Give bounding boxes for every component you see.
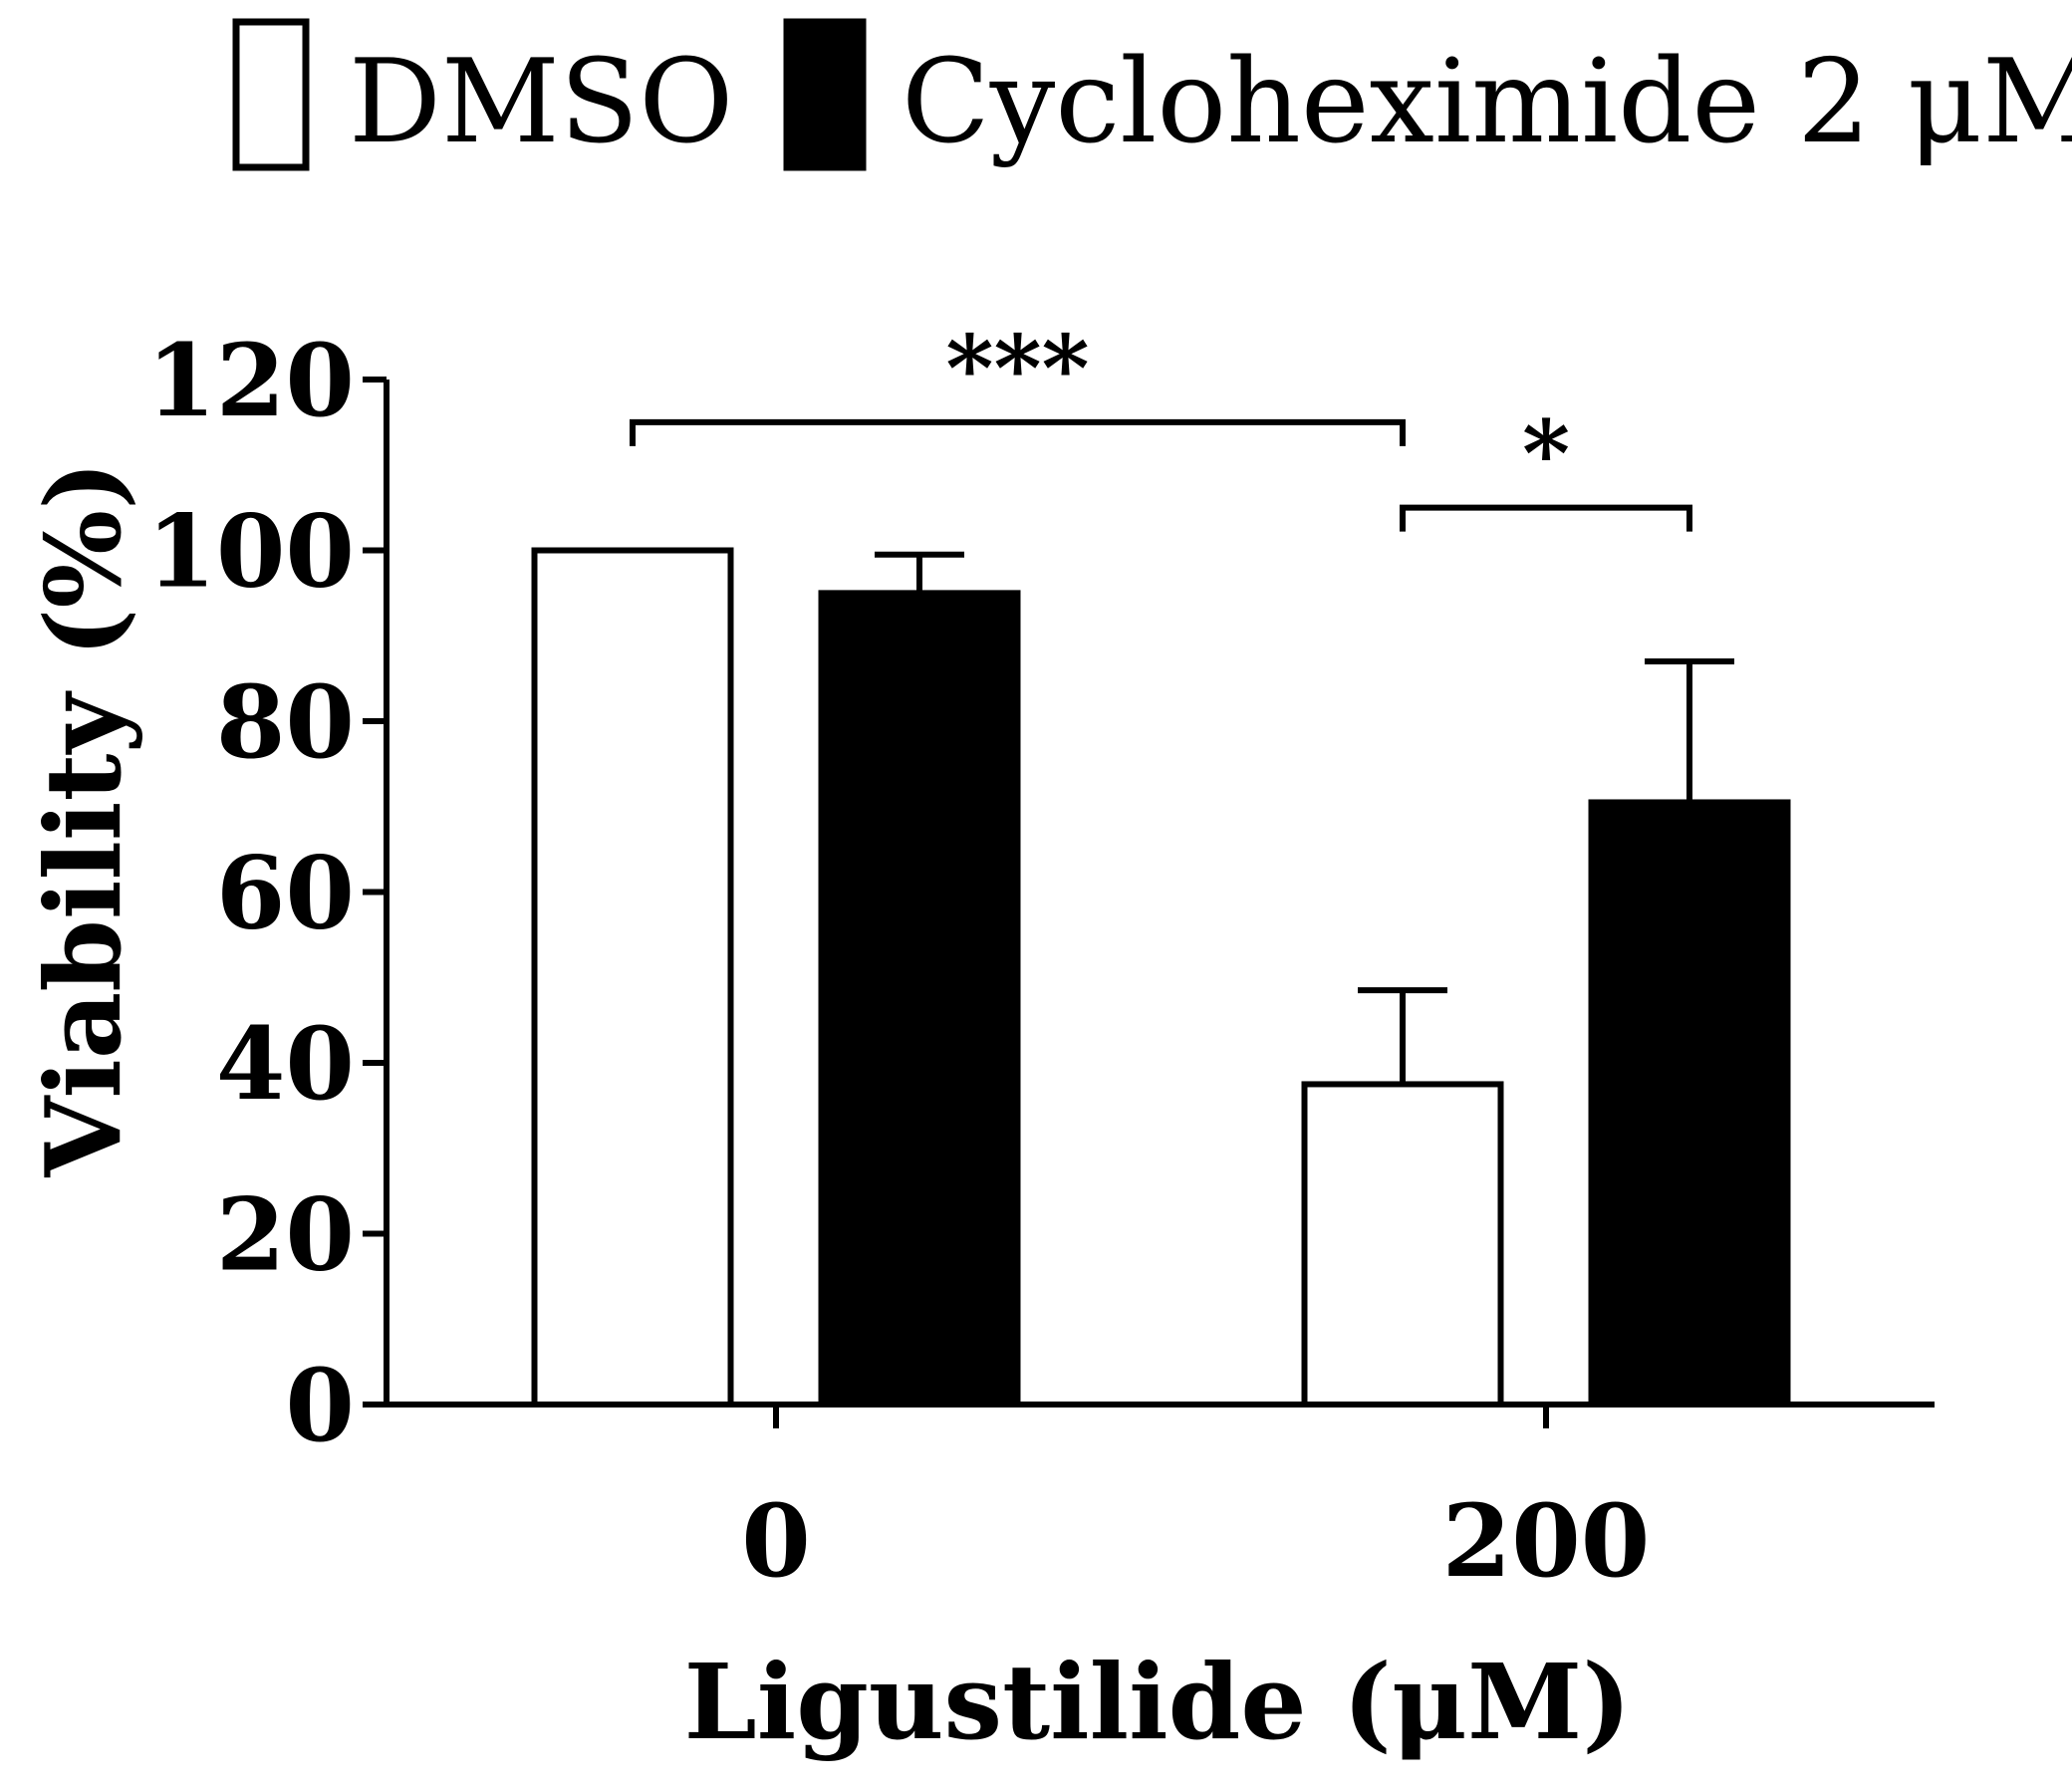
significance-bracket: [630, 418, 1406, 446]
significance-label: *: [1522, 400, 1570, 508]
bar: [818, 590, 1021, 1408]
y-tick-label: 60: [216, 835, 355, 952]
legend: DMSO Cycloheximide 2 μM: [232, 18, 2072, 171]
y-axis: 0 20 40 60 80 100 120: [146, 322, 389, 1464]
legend-item-cycloheximide: Cycloheximide 2 μM: [783, 18, 2072, 171]
legend-swatch-cycloheximide: [783, 18, 867, 171]
y-tick-label: 0: [285, 1347, 355, 1464]
legend-label-dmso: DMSO: [349, 35, 733, 169]
y-axis-title: Viability (%): [22, 461, 144, 1178]
y-tick-label: 120: [146, 322, 355, 439]
bar: [1301, 1081, 1504, 1408]
bar: [531, 547, 734, 1408]
y-tick-label: 40: [216, 1005, 355, 1123]
bars: [531, 547, 1791, 1408]
x-axis: 0 200: [387, 1402, 1935, 1600]
y-tick-label: 20: [216, 1176, 355, 1294]
x-axis-title: Ligustilide (μM): [684, 1641, 1632, 1763]
significance-bracket: [1400, 504, 1692, 532]
significance-annotations: ****: [630, 315, 1692, 532]
legend-swatch-dmso: [232, 18, 310, 171]
y-tick-label: 100: [146, 493, 355, 611]
x-tick-label: 200: [1442, 1482, 1651, 1600]
legend-label-cycloheximide: Cycloheximide 2 μM: [902, 35, 2072, 169]
x-tick-label: 0: [741, 1482, 811, 1600]
significance-label: ***: [945, 315, 1089, 422]
y-tick-label: 80: [216, 663, 355, 781]
legend-item-dmso: DMSO: [232, 18, 733, 171]
bar: [1588, 799, 1791, 1408]
